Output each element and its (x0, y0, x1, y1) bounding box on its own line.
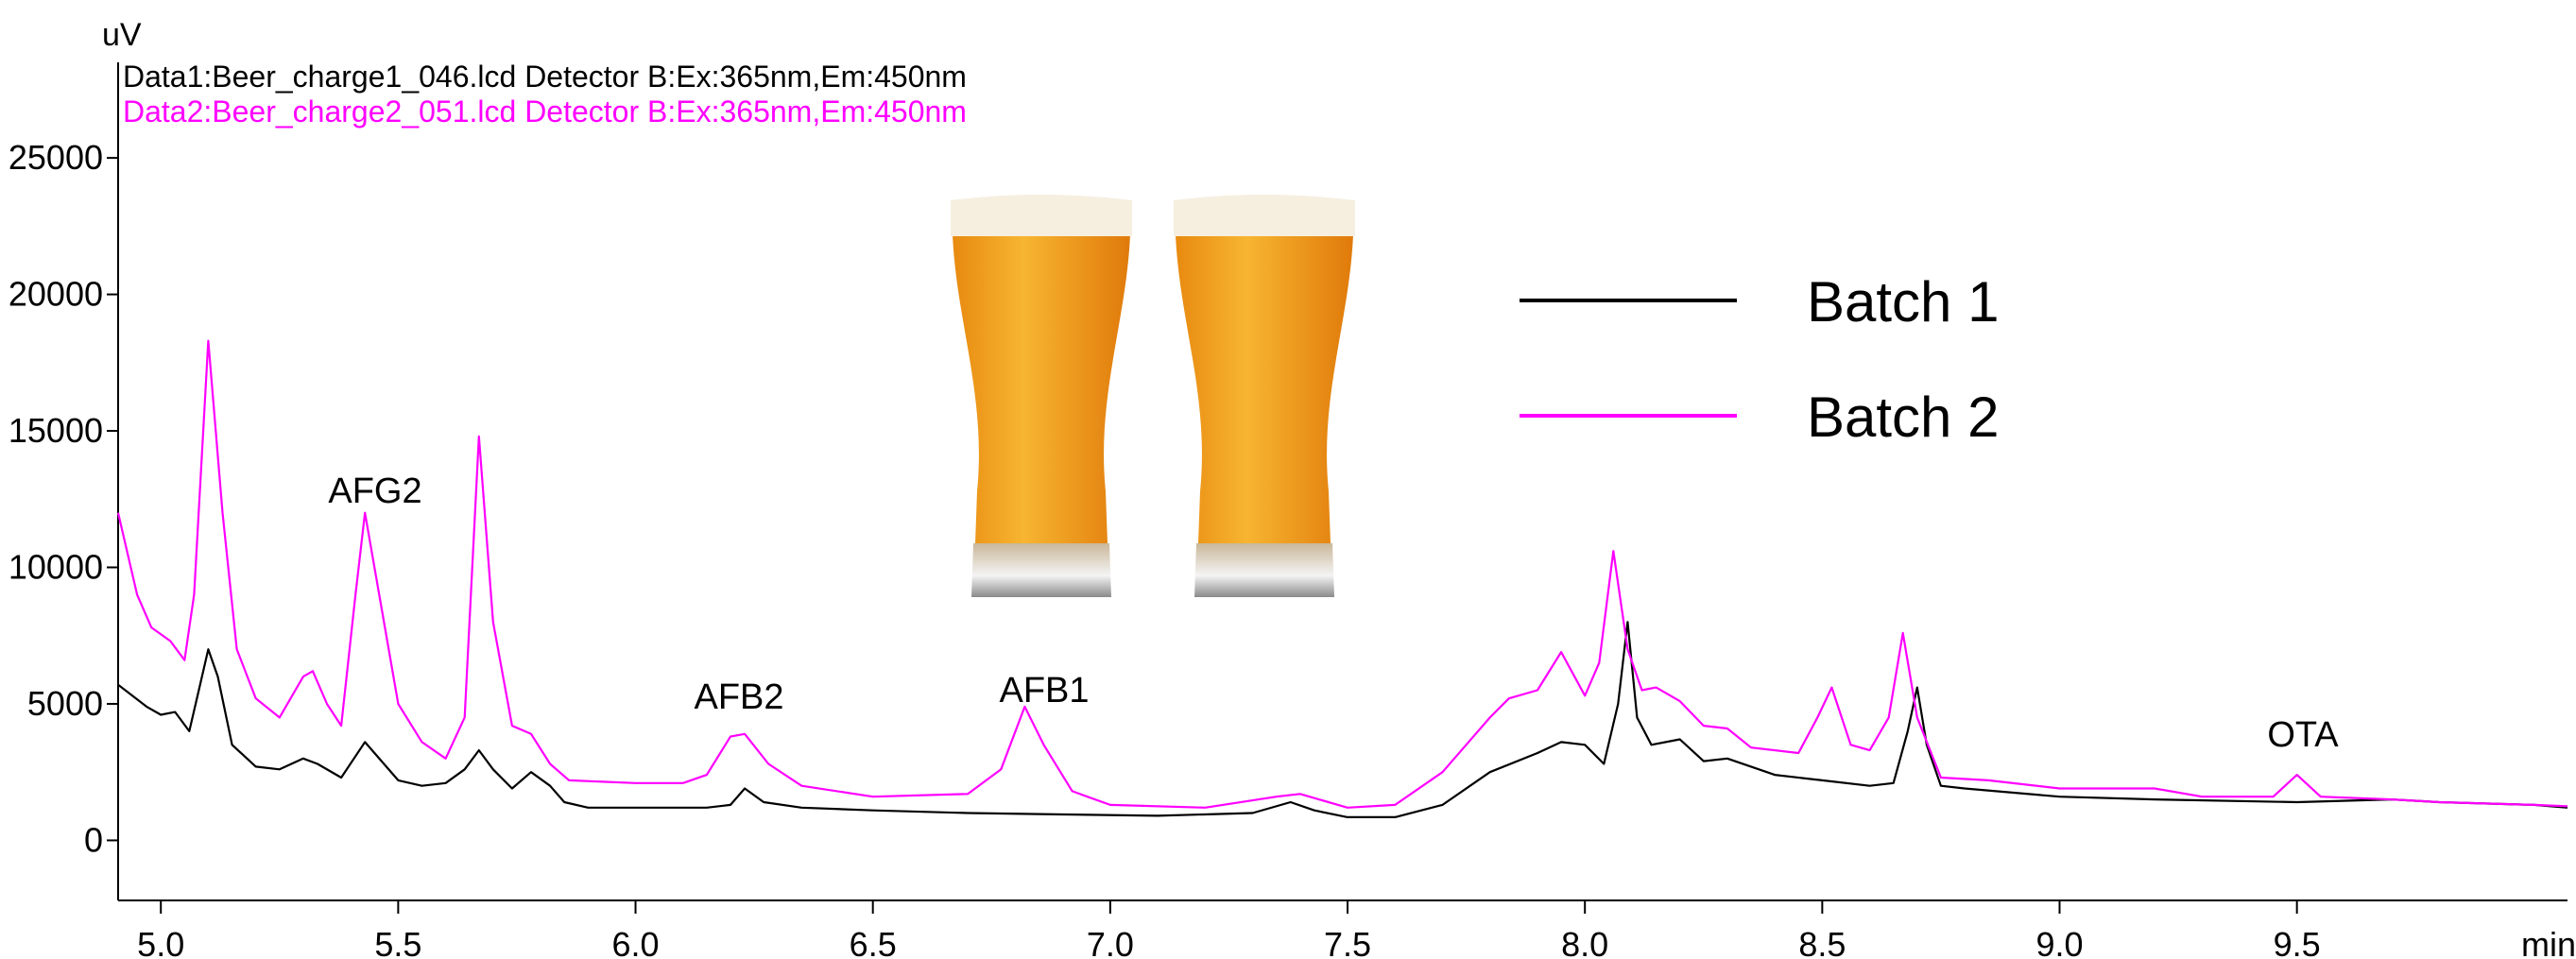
peak-annotation: OTA (2267, 715, 2339, 755)
y-tick-label: 15000 (9, 411, 103, 450)
series-line (116, 339, 2568, 809)
y-tick-label: 20000 (9, 275, 103, 314)
series-line (117, 621, 2568, 818)
legend-label: Batch 2 (1807, 385, 1999, 449)
x-tick-label: 5.5 (374, 925, 421, 959)
y-tick-label: 25000 (9, 138, 103, 177)
x-tick-label: 8.0 (1561, 925, 1608, 959)
y-tick-label: 5000 (27, 684, 103, 723)
subtitle: Data2:Beer_charge2_051.lcd Detector B:Ex… (123, 94, 967, 128)
y-axis-label: uV (102, 17, 142, 53)
x-tick-label: 6.0 (612, 925, 660, 959)
peak-annotation: AFG2 (328, 471, 421, 511)
x-tick-label: 8.5 (1798, 925, 1846, 959)
peak-annotation: AFB2 (694, 677, 783, 717)
x-tick-label: 6.5 (850, 925, 897, 959)
x-tick-label: 5.0 (137, 925, 184, 959)
x-tick-label: 9.5 (2274, 925, 2321, 959)
legend-label: Batch 1 (1807, 270, 1999, 334)
y-tick-label: 0 (84, 820, 103, 859)
beer-glass (951, 195, 1132, 597)
beer-glass (1174, 195, 1355, 597)
peak-annotation: AFB1 (999, 671, 1089, 711)
x-axis-label: min (2521, 925, 2576, 959)
x-tick-label: 9.0 (2035, 925, 2083, 959)
x-tick-label: 7.5 (1324, 925, 1371, 959)
subtitle: Data1:Beer_charge1_046.lcd Detector B:Ex… (123, 60, 967, 94)
y-tick-label: 10000 (9, 548, 103, 587)
beer-glasses (951, 195, 1355, 597)
x-tick-label: 7.0 (1087, 925, 1134, 959)
